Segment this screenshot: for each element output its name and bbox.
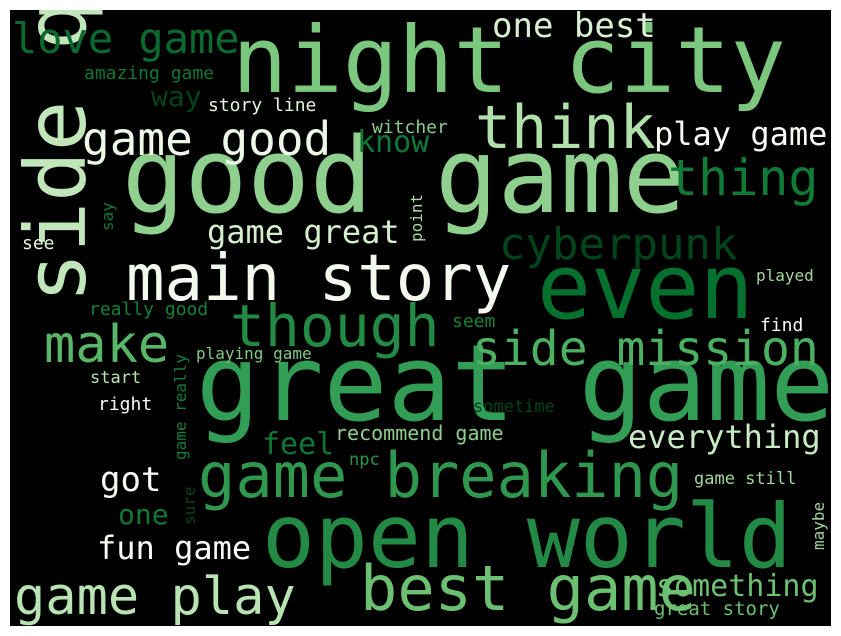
word-even: even	[537, 235, 754, 340]
word-cloud-canvas: great game good game night city open wor…	[10, 10, 831, 626]
word-say: say	[98, 202, 117, 231]
word-story-line: story line	[208, 95, 316, 116]
word-really-good: really good	[89, 299, 208, 320]
word-fun-game: fun game	[97, 529, 251, 567]
word-recommend-game: recommend game	[335, 421, 504, 445]
word-everything: everything	[628, 418, 821, 456]
word-though: though	[230, 292, 440, 360]
word-think: think	[475, 93, 656, 163]
word-played: played	[756, 266, 814, 285]
word-game-still: game still	[694, 469, 796, 489]
word-side-mission: side mission	[472, 321, 819, 377]
word-playing-game: playing game	[196, 344, 312, 363]
word-open-world: open world	[262, 485, 792, 588]
word-game-play: game play	[14, 567, 296, 626]
word-way: way	[151, 80, 202, 113]
word-game-good: game good	[82, 112, 331, 166]
word-one-best: one best	[492, 10, 656, 46]
word-cyberpunk: cyberpunk	[499, 219, 737, 270]
word-thing: thing	[668, 149, 819, 207]
word-night-city: night city	[232, 10, 786, 114]
word-side-quest: side quest	[10, 10, 105, 303]
word-witcher: witcher	[372, 117, 448, 138]
word-main-story: main story	[126, 242, 511, 316]
word-amazing-game: amazing game	[84, 63, 214, 84]
word-feel: feel	[262, 427, 334, 462]
word-npc: npc	[349, 450, 380, 470]
word-point: point	[407, 194, 426, 242]
word-seem: seem	[452, 311, 495, 332]
word-make: make	[44, 315, 169, 375]
word-good-game: good game	[122, 115, 686, 237]
word-game-great: game great	[207, 213, 400, 251]
word-play-game: play game	[654, 115, 827, 153]
word-start: start	[90, 368, 141, 388]
word-got: got	[100, 460, 161, 500]
word-great-story: great story	[654, 598, 780, 620]
word-sometime: sometime	[473, 397, 555, 417]
word-know: know	[357, 125, 430, 160]
word-cloud: great game good game night city open wor…	[10, 10, 831, 626]
word-love-game: love game	[12, 14, 240, 63]
word-one: one	[118, 498, 169, 531]
word-right: right	[98, 394, 152, 415]
word-game-really: game really	[171, 354, 190, 460]
word-best-game: best game	[360, 552, 696, 625]
word-sure: sure	[180, 486, 199, 525]
word-game-breaking: game breaking	[198, 439, 683, 512]
word-great-game: great game	[196, 322, 831, 445]
word-something: something	[656, 569, 819, 604]
word-maybe: maybe	[809, 502, 828, 550]
word-see: see	[22, 233, 55, 254]
word-find: find	[760, 315, 803, 336]
